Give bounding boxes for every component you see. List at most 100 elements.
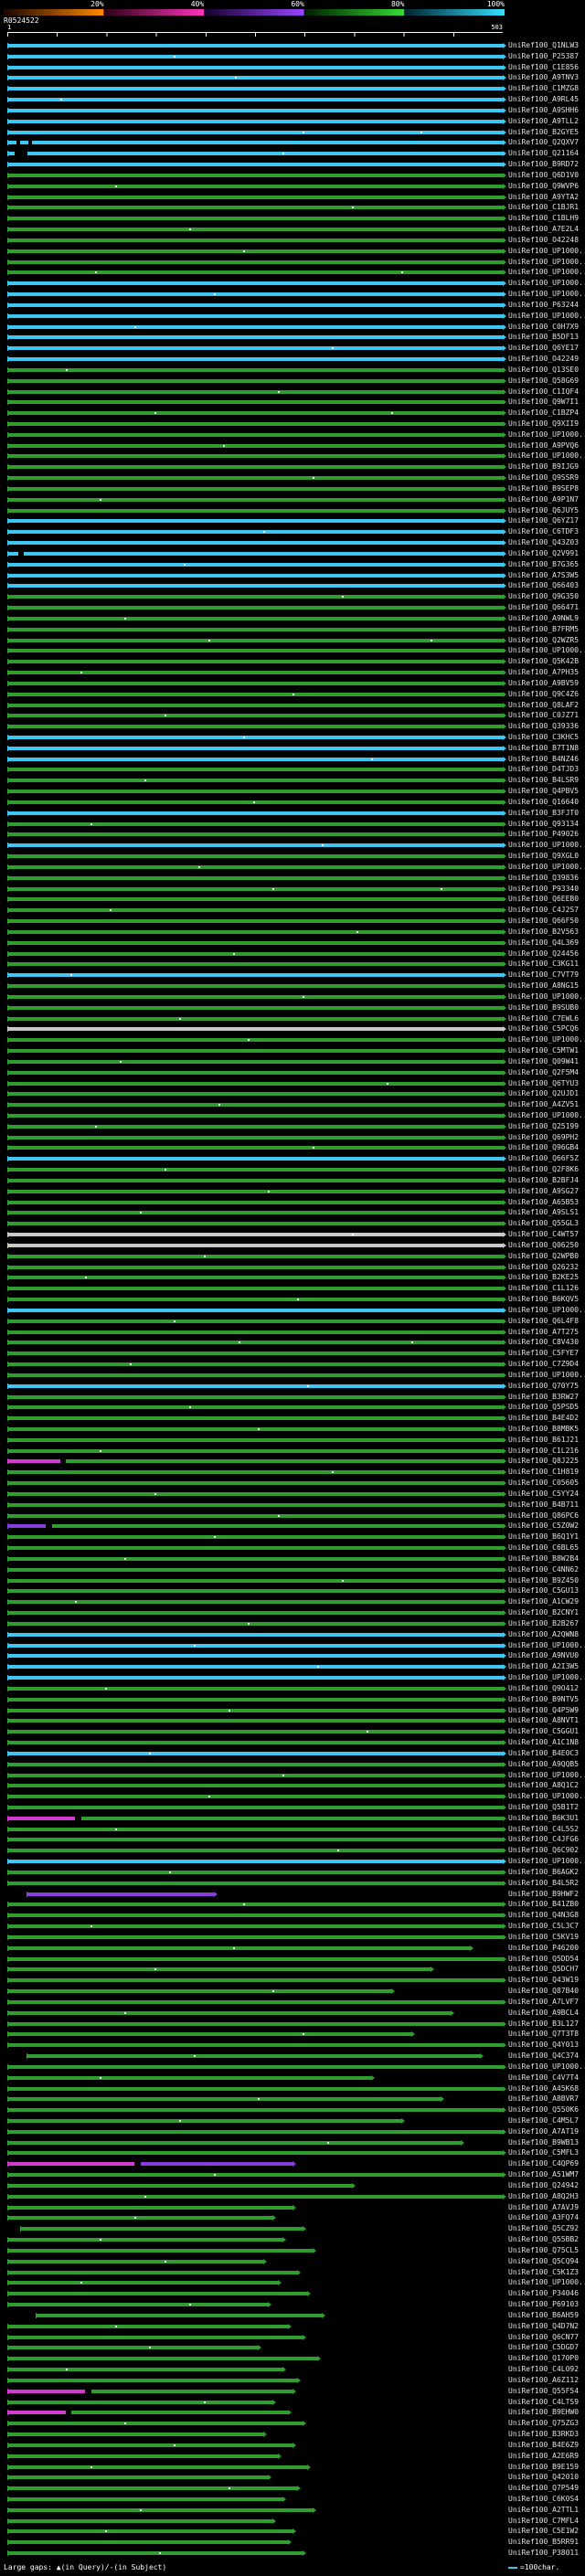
hit-accession-label[interactable]: UniRef100_Q5CZ92 [508, 2224, 580, 2233]
hit-segment[interactable] [7, 1935, 503, 1939]
hit-row[interactable]: UniRef100_Q6CN77 [0, 2332, 585, 2343]
hit-segment[interactable] [7, 346, 503, 351]
hit-accession-label[interactable]: UniRef100_C5GU13 [508, 1586, 580, 1595]
hit-segment[interactable] [7, 389, 503, 394]
hit-row[interactable]: UniRef100_A9BCL4 [0, 2008, 585, 2019]
hit-row[interactable]: UniRef100_UP1000... [0, 1370, 585, 1381]
hit-segment[interactable] [7, 465, 503, 470]
hit-segment[interactable] [7, 1924, 503, 1929]
hit-row[interactable]: UniRef100_C4L5S2 [0, 1824, 585, 1835]
hit-row[interactable]: UniRef100_B5RR91 [0, 2537, 585, 2548]
hit-segment[interactable] [7, 1719, 503, 1723]
hit-row[interactable]: UniRef100_Q75ZG3 [0, 2418, 585, 2429]
hit-segment[interactable] [7, 606, 503, 610]
hit-accession-label[interactable]: UniRef100_C5K1Z3 [508, 2267, 580, 2276]
hit-row[interactable]: UniRef100_Q9C4Z6 [0, 689, 585, 700]
hit-accession-label[interactable]: UniRef100_C4J2S7 [508, 906, 580, 915]
hit-accession-label[interactable]: UniRef100_P34046 [508, 2289, 580, 2298]
hit-accession-label[interactable]: UniRef100_C1BZP4 [508, 408, 580, 418]
hit-segment[interactable] [140, 2162, 293, 2167]
hit-segment[interactable] [7, 2400, 273, 2404]
hit-segment[interactable] [7, 1816, 76, 1820]
hit-accession-label[interactable]: UniRef100_Q9XGL0 [508, 852, 580, 861]
hit-row[interactable]: UniRef100_Q96GB4 [0, 1142, 585, 1153]
hit-row[interactable]: UniRef100_C0JZ71 [0, 710, 585, 721]
hit-row[interactable]: UniRef100_Q4PBV5 [0, 786, 585, 797]
hit-row[interactable]: UniRef100_Q39836 [0, 873, 585, 884]
hit-accession-label[interactable]: UniRef100_B9SEP8 [508, 483, 580, 493]
hit-accession-label[interactable]: UniRef100_Q8J225 [508, 1457, 580, 1466]
hit-accession-label[interactable]: UniRef100_UP1000... [508, 429, 585, 439]
hit-accession-label[interactable]: UniRef100_C4NN62 [508, 1564, 580, 1574]
hit-row[interactable]: UniRef100_UP1000... [0, 429, 585, 440]
hit-accession-label[interactable]: UniRef100_C4V7T4 [508, 2072, 580, 2082]
hit-accession-label[interactable]: UniRef100_O42248 [508, 235, 580, 244]
hit-segment[interactable] [7, 313, 503, 318]
hit-row[interactable]: UniRef100_B8W2B4 [0, 1553, 585, 1564]
hit-accession-label[interactable]: UniRef100_Q1NLW3 [508, 41, 580, 49]
hit-accession-label[interactable]: UniRef100_B6KQV5 [508, 1295, 580, 1304]
hit-segment[interactable] [7, 1621, 503, 1626]
hit-accession-label[interactable]: UniRef100_A6Z112 [508, 2375, 580, 2384]
hit-row[interactable]: UniRef100_B4E6Z9 [0, 2440, 585, 2451]
hit-row[interactable]: UniRef100_A2TTL1 [0, 2505, 585, 2516]
hit-row[interactable]: UniRef100_B9NTV5 [0, 1694, 585, 1705]
hit-row[interactable]: UniRef100_C4NN62 [0, 1564, 585, 1575]
hit-row[interactable]: UniRef100_C3KG11 [0, 959, 585, 970]
hit-segment[interactable] [7, 1838, 503, 1842]
hit-accession-label[interactable]: UniRef100_A8Q1C2 [508, 1781, 580, 1790]
hit-accession-label[interactable]: UniRef100_A9BV59 [508, 678, 580, 687]
hit-accession-label[interactable]: UniRef100_C6TDF3 [508, 527, 580, 536]
hit-accession-label[interactable]: UniRef100_Q8LAF2 [508, 700, 580, 709]
hit-segment[interactable] [7, 1222, 503, 1226]
hit-row[interactable]: UniRef100_B2GYE5 [0, 127, 585, 138]
hit-row[interactable]: UniRef100_O42248 [0, 235, 585, 246]
hit-accession-label[interactable]: UniRef100_Q75CL5 [508, 2245, 580, 2254]
hit-segment[interactable] [7, 1416, 503, 1421]
hit-accession-label[interactable]: UniRef100_B2CNY1 [508, 1608, 580, 1617]
hit-segment[interactable] [7, 1795, 503, 1799]
hit-accession-label[interactable]: UniRef100_C1BLH9 [508, 214, 580, 223]
hit-accession-label[interactable]: UniRef100_Q55GL3 [508, 1219, 580, 1228]
hit-row[interactable]: UniRef100_C6K0S4 [0, 2494, 585, 2505]
hit-accession-label[interactable]: UniRef100_UP1000... [508, 1673, 585, 1682]
hit-segment[interactable] [7, 2486, 298, 2491]
hit-accession-label[interactable]: UniRef100_A7T275 [508, 1327, 580, 1336]
hit-row[interactable]: UniRef100_C4L092 [0, 2364, 585, 2375]
hit-accession-label[interactable]: UniRef100_A7E2L4 [508, 225, 580, 234]
hit-row[interactable]: UniRef100_C5K1Z3 [0, 2267, 585, 2278]
hit-row[interactable]: UniRef100_Q8LAF2 [0, 700, 585, 711]
hit-segment[interactable] [7, 746, 503, 750]
hit-accession-label[interactable]: UniRef100_C4L5S2 [508, 1824, 580, 1833]
hit-segment[interactable] [7, 973, 503, 978]
hit-segment[interactable] [7, 1784, 503, 1788]
hit-segment[interactable] [7, 2433, 263, 2437]
hit-segment[interactable] [7, 1611, 503, 1616]
hit-row[interactable]: UniRef100_O42249 [0, 354, 585, 365]
hit-accession-label[interactable]: UniRef100_Q4Y013 [508, 2041, 580, 2050]
hit-accession-label[interactable]: UniRef100_UP1000... [508, 311, 585, 320]
hit-segment[interactable] [7, 1956, 503, 1961]
hit-segment[interactable] [7, 2346, 259, 2350]
hit-row[interactable]: UniRef100_Q9WVP6 [0, 181, 585, 192]
hit-row[interactable]: UniRef100_B2KE25 [0, 1272, 585, 1283]
hit-accession-label[interactable]: UniRef100_C1L126 [508, 1284, 580, 1293]
hit-row[interactable]: UniRef100_Q43W19 [0, 1975, 585, 1986]
hit-segment[interactable] [7, 692, 503, 696]
hit-accession-label[interactable]: UniRef100_B4B711 [508, 1500, 580, 1509]
hit-segment[interactable] [7, 2075, 372, 2080]
hit-row[interactable]: UniRef100_C8V430 [0, 1337, 585, 1348]
hit-accession-label[interactable]: UniRef100_Q42010 [508, 2473, 580, 2482]
hit-segment[interactable] [7, 714, 503, 718]
hit-row[interactable]: UniRef100_Q2F8K6 [0, 1164, 585, 1175]
hit-accession-label[interactable]: UniRef100_C4QP69 [508, 2159, 580, 2168]
hit-row[interactable]: UniRef100_Q69PH2 [0, 1132, 585, 1143]
hit-row[interactable]: UniRef100_UP1000... [0, 1672, 585, 1683]
hit-accession-label[interactable]: UniRef100_B6Q1Y1 [508, 1532, 580, 1542]
hit-row[interactable]: UniRef100_C1L216 [0, 1446, 585, 1457]
hit-accession-label[interactable]: UniRef100_B4E0C3 [508, 1748, 580, 1757]
hit-segment[interactable] [7, 551, 18, 556]
hit-row[interactable]: UniRef100_B4B711 [0, 1500, 585, 1511]
hit-segment[interactable] [7, 1513, 503, 1518]
hit-row[interactable]: UniRef100_Q09W41 [0, 1056, 585, 1067]
